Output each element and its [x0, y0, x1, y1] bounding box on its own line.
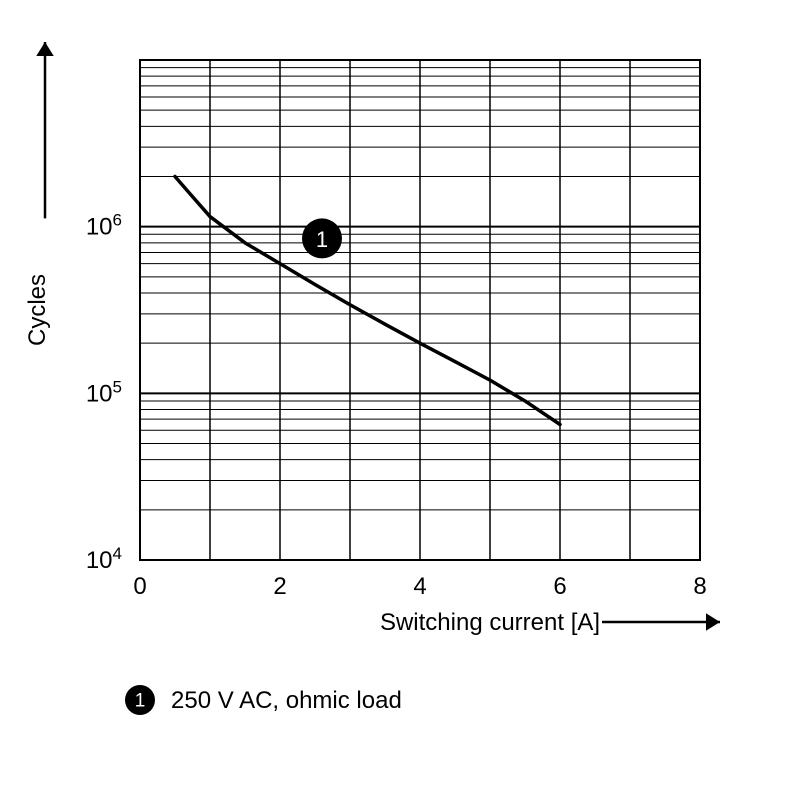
x-tick-label: 2	[273, 573, 286, 600]
x-tick-label: 0	[133, 573, 146, 600]
x-tick-label: 6	[553, 573, 566, 600]
relay-life-chart: 102468104105106Switching current [A]Cycl…	[0, 0, 800, 800]
svg-text:1: 1	[316, 227, 328, 252]
series-badge-1: 1	[302, 218, 342, 258]
legend-label: 250 V AC, ohmic load	[171, 687, 402, 714]
x-tick-label: 8	[693, 573, 706, 600]
svg-text:1: 1	[135, 691, 146, 712]
x-axis-label: Switching current [A]	[380, 609, 600, 636]
x-tick-label: 4	[413, 573, 426, 600]
y-axis-label: Cycles	[24, 274, 51, 346]
